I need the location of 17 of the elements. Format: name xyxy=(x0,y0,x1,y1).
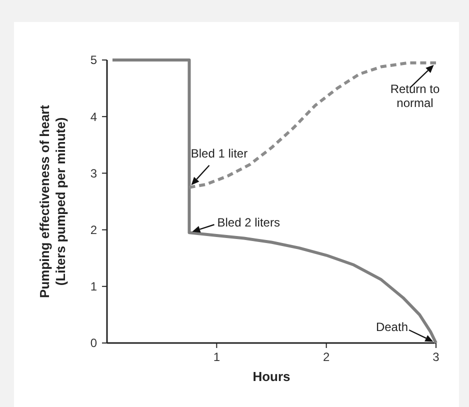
annotation: Bled 1 liter xyxy=(190,146,248,160)
y-axis-title: Pumping effectiveness of heart (Liters pumped per minute) xyxy=(37,104,68,298)
y-tick-label: 4 xyxy=(90,110,98,124)
y-tick-label: 0 xyxy=(90,336,98,350)
line-series xyxy=(188,61,438,189)
y-tick-label: 1 xyxy=(90,280,98,294)
x-tick-label: 1 xyxy=(213,350,220,364)
annotation: Bled 2 liters xyxy=(217,216,280,230)
x-axis-title: Hours xyxy=(252,369,290,384)
annotation: Return to normal xyxy=(390,82,440,110)
x-tick-label: 2 xyxy=(322,350,330,364)
y-tick-label: 5 xyxy=(90,53,98,68)
annotation: Death xyxy=(376,320,408,334)
x-tick-label: 3 xyxy=(432,350,440,364)
line-series xyxy=(110,58,438,344)
y-tick-label: 2 xyxy=(90,223,98,237)
y-tick-label: 3 xyxy=(90,166,98,180)
